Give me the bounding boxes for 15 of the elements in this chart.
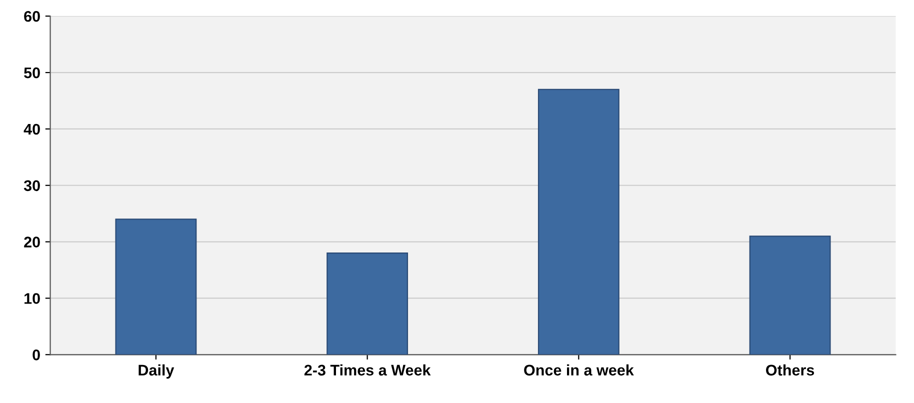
x-tick-label: Once in a week [524,364,634,376]
y-tick-label: 0 [32,350,40,360]
y-tick-label: 10 [24,293,40,304]
bar [749,236,831,355]
y-tick-label: 40 [24,124,40,135]
y-tick-label: 60 [24,10,40,22]
x-tick-label: Daily [138,364,174,379]
x-tick-label: 2-3 Times a Week [304,364,431,376]
bar [538,88,620,355]
bar [115,218,197,355]
x-tick-label: Others [766,364,814,376]
y-tick-label: 50 [24,67,40,78]
y-tick-label: 20 [24,236,40,248]
bar [326,252,408,355]
y-tick-label: 30 [24,180,40,192]
